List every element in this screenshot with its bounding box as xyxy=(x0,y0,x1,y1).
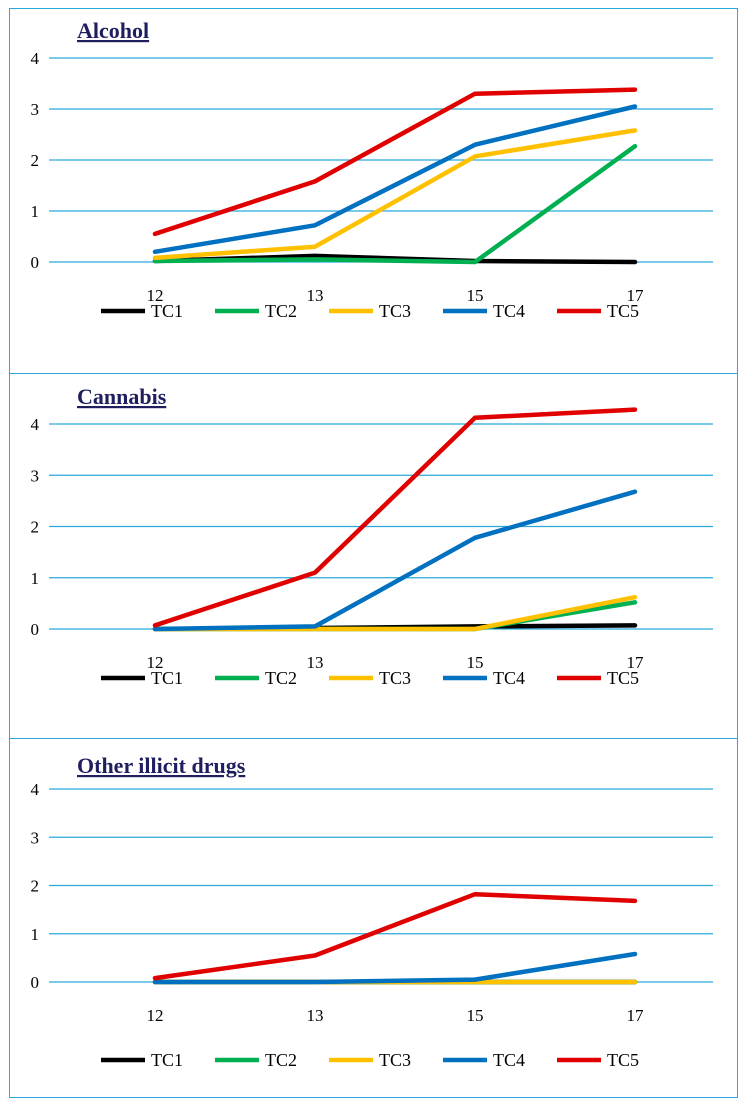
cannabis-y-tick-label: 1 xyxy=(31,569,40,588)
cannabis-series-tc5 xyxy=(152,407,638,628)
alcohol-y-tick-label: 3 xyxy=(31,100,40,119)
alcohol-x-tick-label: 13 xyxy=(307,286,324,305)
other-illicit-drugs-x-tick-label: 15 xyxy=(467,1006,484,1025)
alcohol-x-tick-label: 17 xyxy=(627,286,645,305)
cannabis-x-tick-label: 15 xyxy=(467,653,484,672)
other-illicit-drugs-y-tick-label: 3 xyxy=(31,828,40,847)
alcohol-series-tc4 xyxy=(152,104,638,255)
cannabis-y-tick-label: 2 xyxy=(31,518,40,537)
alcohol-title: Alcohol xyxy=(77,18,149,43)
cannabis-legend-label-tc4: TC4 xyxy=(493,668,525,688)
other-illicit-drugs-legend-label-tc2: TC2 xyxy=(265,1050,297,1070)
cannabis-x-tick-label: 12 xyxy=(147,653,164,672)
other-illicit-drugs-y-tick-label: 4 xyxy=(31,780,40,799)
other-illicit-drugs-x-tick-label: 12 xyxy=(147,1006,164,1025)
other-illicit-drugs-y-tick-label: 0 xyxy=(31,973,40,992)
other-illicit-drugs-series-tc5 xyxy=(152,891,638,981)
cannabis-y-tick-label: 4 xyxy=(31,415,40,434)
alcohol-y-tick-label: 1 xyxy=(31,202,40,221)
cannabis-legend-label-tc1: TC1 xyxy=(151,668,183,688)
cannabis-title: Cannabis xyxy=(77,384,167,409)
alcohol-series-tc3 xyxy=(152,128,638,261)
alcohol-legend-label-tc4: TC4 xyxy=(493,301,525,321)
other-illicit-drugs-title: Other illicit drugs xyxy=(77,753,246,778)
alcohol-legend-label-tc2: TC2 xyxy=(265,301,297,321)
cannabis-legend-label-tc3: TC3 xyxy=(379,668,411,688)
other-illicit-drugs-x-tick-label: 17 xyxy=(627,1006,645,1025)
alcohol-series-tc5 xyxy=(152,87,638,237)
other-illicit-drugs-x-tick-label: 13 xyxy=(307,1006,324,1025)
cannabis-y-tick-label: 0 xyxy=(31,620,40,639)
other-illicit-drugs-series-tc4 xyxy=(152,951,638,985)
other-illicit-drugs-y-tick-label: 2 xyxy=(31,877,40,896)
other-illicit-drugs-legend-label-tc1: TC1 xyxy=(151,1050,183,1070)
alcohol-legend-label-tc5: TC5 xyxy=(607,301,639,321)
alcohol-series-tc2 xyxy=(152,143,638,265)
other-illicit-drugs-legend-label-tc4: TC4 xyxy=(493,1050,525,1070)
figure-frame xyxy=(9,8,738,1098)
alcohol-x-tick-label: 12 xyxy=(147,286,164,305)
alcohol-y-tick-label: 4 xyxy=(31,49,40,68)
cannabis-panel: Cannabis 0 1 2 3 4 12 13 15 17 TC1 TC2 TC3 TC4 TC5 xyxy=(9,373,738,738)
cannabis-y-tick-label: 3 xyxy=(31,466,40,485)
alcohol-legend-label-tc1: TC1 xyxy=(151,301,183,321)
cannabis-x-tick-label: 13 xyxy=(307,653,324,672)
alcohol-y-tick-label: 2 xyxy=(31,151,40,170)
cannabis-legend-label-tc5: TC5 xyxy=(607,668,639,688)
other-illicit-drugs-panel: Other illicit drugs 0 1 2 3 4 12 13 15 17 TC1 TC2 TC… xyxy=(9,738,738,1098)
cannabis-x-tick-label: 17 xyxy=(627,653,645,672)
other-illicit-drugs-y-tick-label: 1 xyxy=(31,925,40,944)
alcohol-panel: Alcohol 0 1 2 3 4 12 13 15 17 TC1 TC2 TC3 TC4 TC5 xyxy=(9,8,738,373)
cannabis-series-tc4 xyxy=(152,489,638,632)
alcohol-y-tick-label: 0 xyxy=(31,253,40,272)
alcohol-legend-label-tc3: TC3 xyxy=(379,301,411,321)
cannabis-legend-label-tc2: TC2 xyxy=(265,668,297,688)
alcohol-x-tick-label: 15 xyxy=(467,286,484,305)
other-illicit-drugs-legend-label-tc3: TC3 xyxy=(379,1050,411,1070)
other-illicit-drugs-legend-label-tc5: TC5 xyxy=(607,1050,639,1070)
